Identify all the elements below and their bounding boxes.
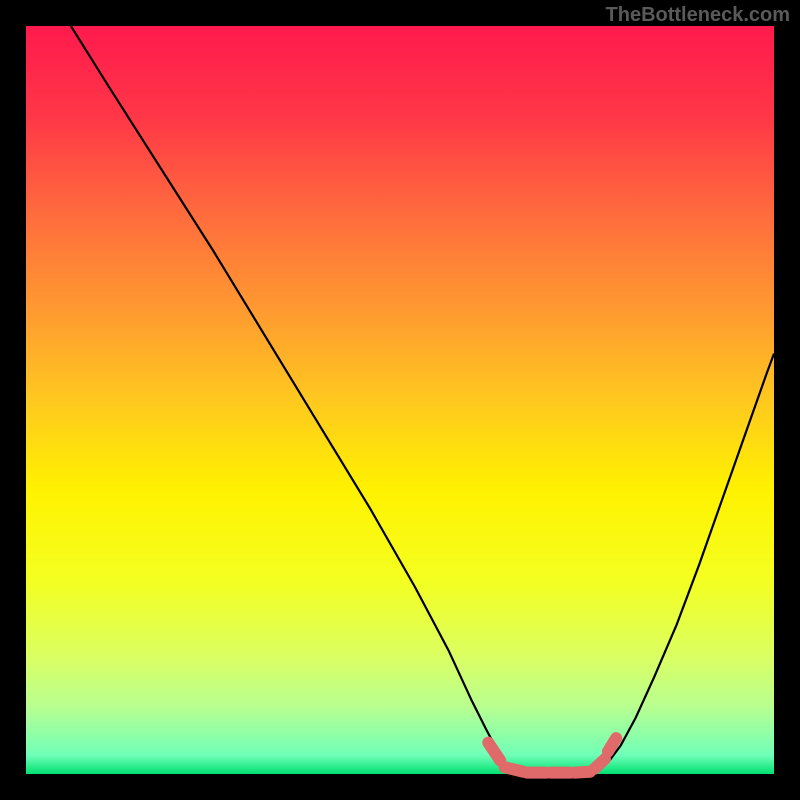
chart-container: TheBottleneck.com xyxy=(0,0,800,800)
source-watermark: TheBottleneck.com xyxy=(606,4,790,27)
optimal-zone-dash xyxy=(575,772,590,773)
optimal-zone-dash xyxy=(594,759,604,769)
optimal-zone-dash xyxy=(505,767,524,771)
source-watermark-text: TheBottleneck.com xyxy=(606,4,790,26)
optimal-zone-dash xyxy=(608,738,616,751)
bottleneck-curve-chart xyxy=(0,0,800,800)
